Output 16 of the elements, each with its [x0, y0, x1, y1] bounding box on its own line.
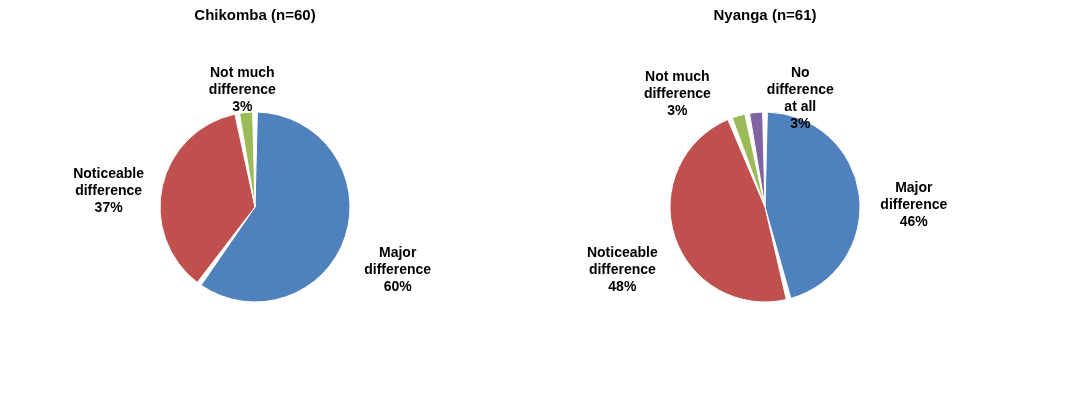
slice-label: Major difference: [880, 179, 948, 213]
slice-label: Noticeable difference: [73, 165, 145, 199]
data-label: 3%: [790, 114, 811, 131]
slice-label: Not much difference: [643, 68, 711, 102]
data-label: 60%: [383, 278, 413, 295]
data-label: 48%: [608, 278, 637, 295]
data-label: 46%: [899, 213, 929, 230]
slice-label: No difference at all: [766, 63, 834, 114]
data-label: 3%: [667, 102, 689, 119]
data-label: 37%: [94, 199, 124, 216]
chart-title: Chikomba (n=60): [194, 6, 316, 23]
slice-label: Major difference: [364, 244, 432, 278]
slice-label: Not much difference: [208, 63, 276, 97]
data-label: 3%: [232, 97, 253, 114]
chart-title: Nyanga (n=61): [713, 6, 817, 23]
slice-label: Noticeable difference: [586, 244, 658, 278]
